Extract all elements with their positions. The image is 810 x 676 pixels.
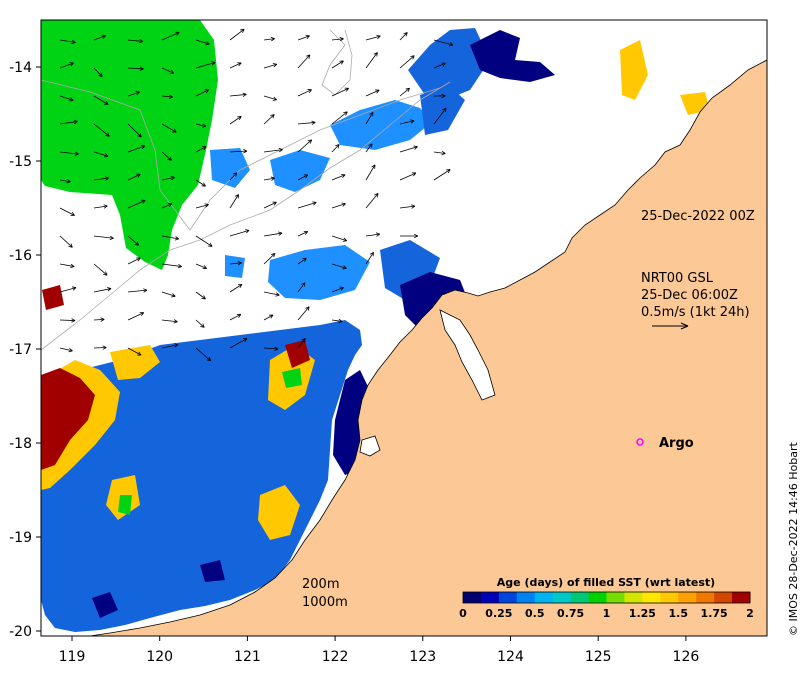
colorbar-cell bbox=[696, 592, 714, 603]
colorbar-tick-label: 1.5 bbox=[669, 607, 689, 620]
argo-label: Argo bbox=[659, 436, 694, 451]
y-axis: -14 -15 -16 -17 -18 -19 -20 bbox=[9, 60, 41, 640]
colorbar-cell bbox=[624, 592, 642, 603]
colorbar-tick-label: 1.25 bbox=[629, 607, 656, 620]
blue-patch-mid-3 bbox=[225, 255, 245, 278]
colorbar-tick-label: 0 bbox=[459, 607, 467, 620]
y-tick-label: -16 bbox=[9, 248, 32, 264]
isobath-200-label: 200m bbox=[302, 577, 339, 592]
x-tick-label: 125 bbox=[585, 649, 612, 665]
x-tick-label: 119 bbox=[59, 649, 86, 665]
colorbar-cell bbox=[607, 592, 625, 603]
y-tick-label: -18 bbox=[9, 436, 32, 452]
timestamp-label: 25-Dec-2022 00Z bbox=[641, 209, 755, 224]
colorbar-cell bbox=[589, 592, 607, 603]
colorbar-cell bbox=[714, 592, 732, 603]
isobath-1000-label: 1000m bbox=[302, 595, 348, 610]
colorbar-title: Age (days) of filled SST (wrt latest) bbox=[497, 576, 715, 589]
colorbar-cell bbox=[535, 592, 553, 603]
colorbar-cell bbox=[571, 592, 589, 603]
colorbar-cell bbox=[642, 592, 660, 603]
colorbar-cell bbox=[732, 592, 750, 603]
colorbar-tick-label: 1.75 bbox=[701, 607, 728, 620]
x-tick-label: 121 bbox=[234, 649, 261, 665]
y-tick-label: -19 bbox=[9, 530, 32, 546]
colorbar-cell bbox=[499, 592, 517, 603]
colorbar-tick-label: 2 bbox=[746, 607, 754, 620]
colorbar-cell bbox=[678, 592, 696, 603]
x-tick-label: 124 bbox=[497, 649, 524, 665]
x-axis: 119 120 121 122 123 124 125 126 bbox=[59, 636, 700, 665]
colorbar-cell bbox=[517, 592, 535, 603]
colorbar: Age (days) of filled SST (wrt latest) 0 0… bbox=[459, 576, 754, 620]
x-tick-label: 120 bbox=[146, 649, 173, 665]
colorbar-cell bbox=[660, 592, 678, 603]
y-tick-label: -14 bbox=[9, 60, 32, 76]
y-tick-label: -20 bbox=[9, 624, 32, 640]
current-label-line1: NRT00 GSL bbox=[641, 271, 714, 286]
colorbar-cell bbox=[553, 592, 571, 603]
x-tick-label: 123 bbox=[409, 649, 436, 665]
y-tick-label: -17 bbox=[9, 342, 32, 358]
colorbar-cell bbox=[463, 592, 481, 603]
colorbar-tick-label: 0.75 bbox=[557, 607, 584, 620]
current-label-line2: 25-Dec 06:00Z bbox=[641, 288, 738, 303]
colorbar-cell bbox=[481, 592, 499, 603]
x-tick-label: 122 bbox=[322, 649, 349, 665]
colorbar-tick-label: 0.5 bbox=[525, 607, 545, 620]
green-patch-sw bbox=[118, 495, 132, 515]
credit-label: © IMOS 28-Dec-2022 14:46 Hobart bbox=[787, 441, 800, 636]
current-label-line3: 0.5m/s (1kt 24h) bbox=[641, 305, 750, 320]
x-tick-label: 126 bbox=[673, 649, 700, 665]
y-tick-label: -15 bbox=[9, 154, 32, 170]
colorbar-tick-label: 1 bbox=[603, 607, 611, 620]
colorbar-tick-label: 0.25 bbox=[485, 607, 512, 620]
